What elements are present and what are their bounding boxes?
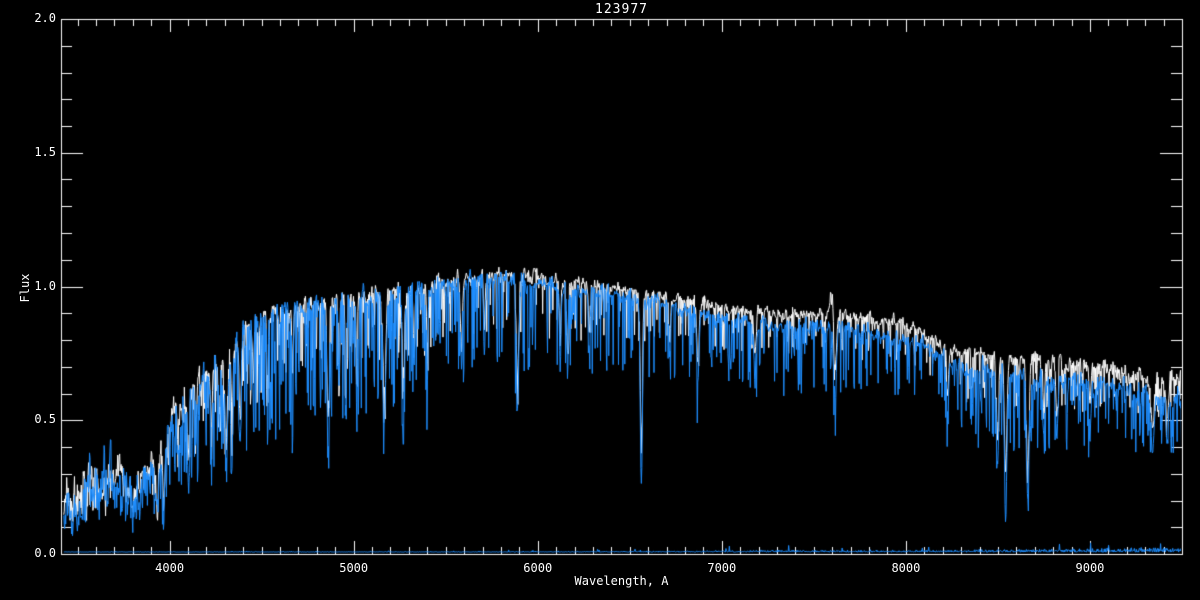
y-tick-label: 0.0 bbox=[34, 546, 56, 560]
x-tick-label: 5000 bbox=[339, 561, 369, 575]
x-tick-label: 8000 bbox=[891, 561, 921, 575]
x-axis-label: Wavelength, A bbox=[574, 574, 669, 588]
y-tick-label: 2.0 bbox=[34, 11, 56, 25]
plot-title: 123977 bbox=[595, 2, 648, 17]
x-tick-label: 4000 bbox=[155, 561, 185, 575]
y-tick-label: 1.5 bbox=[34, 144, 56, 159]
y-tick-labels: 0.0 0.5 1.0 1.5 2.0 bbox=[0, 0, 60, 600]
y-tick-label: 1.0 bbox=[34, 278, 56, 293]
x-tick-label: 7000 bbox=[707, 561, 737, 575]
x-tick-label: 6000 bbox=[523, 561, 553, 575]
x-tick-label: 9000 bbox=[1075, 561, 1105, 575]
y-tick-label: 0.5 bbox=[34, 412, 56, 427]
x-tick-labels: 4000 5000 6000 7000 8000 9000 bbox=[0, 561, 1200, 577]
